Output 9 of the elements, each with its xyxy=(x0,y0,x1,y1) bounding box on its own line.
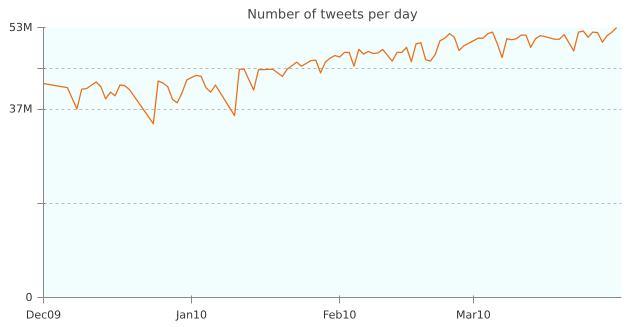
y-tick-label: 37M xyxy=(9,102,33,116)
y-tick-label: 53M xyxy=(9,21,33,34)
x-tick-label: Mar10 xyxy=(456,308,491,322)
x-tick-label: Jan10 xyxy=(175,308,208,322)
x-tick-label: Dec09 xyxy=(26,308,62,322)
y-tick-label: 0 xyxy=(26,291,32,304)
chart-title: Number of tweets per day xyxy=(247,8,418,22)
line-series xyxy=(44,28,618,124)
x-tick-label: Feb10 xyxy=(322,308,356,322)
